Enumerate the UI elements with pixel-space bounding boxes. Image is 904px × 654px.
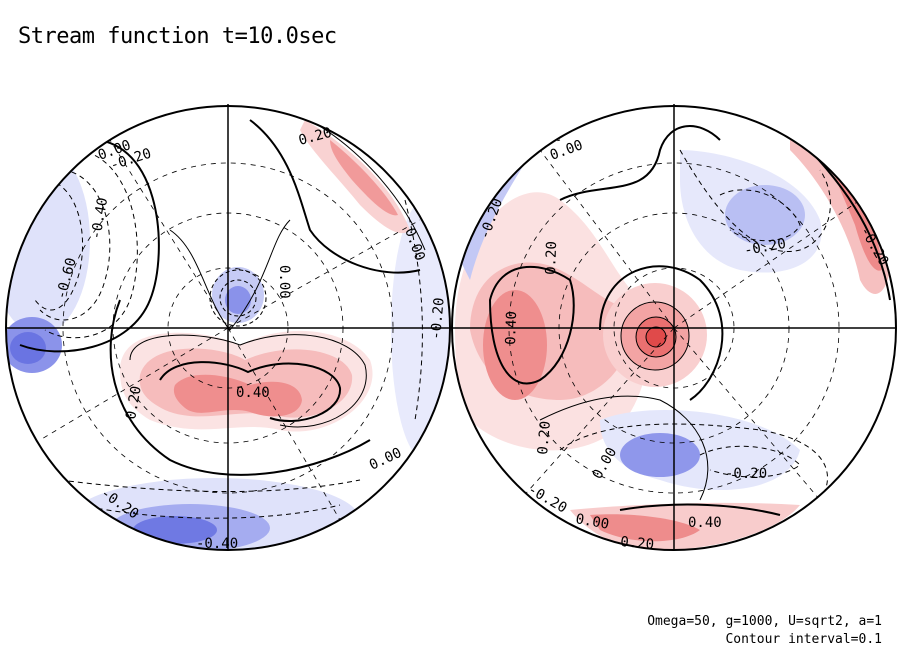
right-label-4: 0.40	[503, 311, 520, 345]
graticule-left-meridian-1	[227, 219, 421, 329]
right-label-10: 0.00	[574, 511, 610, 533]
shade-left-east-low	[391, 200, 450, 460]
left-label-8: 0.20	[123, 385, 145, 421]
contour-left-polar-1	[219, 279, 257, 317]
contour-left-polar-2	[209, 269, 267, 327]
contour-left-zero-3	[249, 119, 421, 274]
right-label-3: 0.20	[543, 241, 560, 275]
graticule-right-meridian-4	[673, 327, 821, 501]
left-label-7: 0.00	[276, 265, 292, 299]
contour-right-zero-1	[559, 125, 721, 201]
shade-left-polar-low-2	[225, 286, 251, 314]
contour-left-3	[44, 148, 138, 339]
contour-right-6	[559, 423, 828, 501]
shade-left-west-low-1	[6, 145, 90, 335]
contour-left-5	[159, 361, 342, 422]
contour-right-5	[539, 395, 709, 501]
contour-right-polar-3	[620, 301, 690, 371]
chart-title: Stream function t=10.0sec	[18, 24, 337, 49]
right-label-11: 0.20	[620, 534, 655, 553]
graticule-left-meridian-4	[109, 139, 229, 329]
right-shading	[455, 130, 890, 550]
right-label-6: 0.00	[590, 445, 621, 482]
contour-right-4	[488, 266, 575, 385]
contour-left-2	[39, 168, 111, 321]
contour-left-4	[129, 334, 367, 428]
left-hemisphere-outline	[5, 105, 451, 551]
shade-right-west-high-3	[483, 290, 547, 400]
right-label-12: 0.40	[688, 515, 722, 531]
contour-right-8	[619, 503, 781, 516]
graticule-right-meridian-3	[519, 327, 675, 501]
left-label-11: -0.20	[428, 297, 448, 340]
graticule-right-meridian-2	[673, 199, 861, 329]
shade-right-west-low	[460, 140, 540, 280]
graticule-left-meridian-3	[39, 327, 229, 441]
graticule-left-meridian-2	[227, 327, 341, 521]
right-label-7: -0.20	[743, 236, 787, 259]
left-label-3: -0.40	[88, 196, 111, 240]
left-shading	[6, 120, 450, 550]
right-label-8: -0.20	[725, 466, 767, 482]
right-hemisphere: 0.00 -0.20 0.20 0.40 0.20 0.00 -0.20 -0.…	[451, 104, 897, 553]
contour-right-2	[679, 149, 831, 252]
contour-left-9	[404, 199, 423, 421]
left-hemisphere: 0.00 -0.20 -0.40 -0.60 0.20 0.00 0.00 0.…	[5, 104, 451, 552]
right-hemisphere-outline	[451, 105, 897, 551]
contour-right-1	[599, 265, 724, 401]
shade-right-south-high-2	[590, 514, 700, 542]
contour-left-10	[169, 219, 291, 331]
graticule-right-meridian-1	[539, 149, 675, 329]
contour-right-9	[469, 139, 561, 201]
contour-right-7	[699, 445, 801, 478]
shade-right-ne-high-2	[830, 160, 882, 271]
contour-left-zero-1	[19, 138, 160, 353]
shade-right-polar-high-4	[646, 327, 666, 347]
contour-left-7	[79, 504, 341, 519]
contour-left-zero-2	[109, 299, 371, 476]
footer-parameters: Omega=50, g=1000, U=sqrt2, a=1	[647, 614, 882, 629]
left-label-13: -0.40	[196, 536, 238, 552]
contour-right-3	[719, 189, 801, 242]
contour-right-polar-2	[635, 316, 677, 358]
footer-contour-interval: Contour interval=0.1	[725, 632, 882, 647]
right-label-5: 0.20	[535, 420, 554, 455]
shade-left-south-high-3	[173, 374, 302, 417]
shade-left-ne-high-2	[330, 140, 398, 216]
shade-right-ne-low-2	[725, 185, 805, 245]
shade-right-se-low-2	[620, 433, 700, 477]
left-label-9: 0.40	[236, 385, 270, 401]
